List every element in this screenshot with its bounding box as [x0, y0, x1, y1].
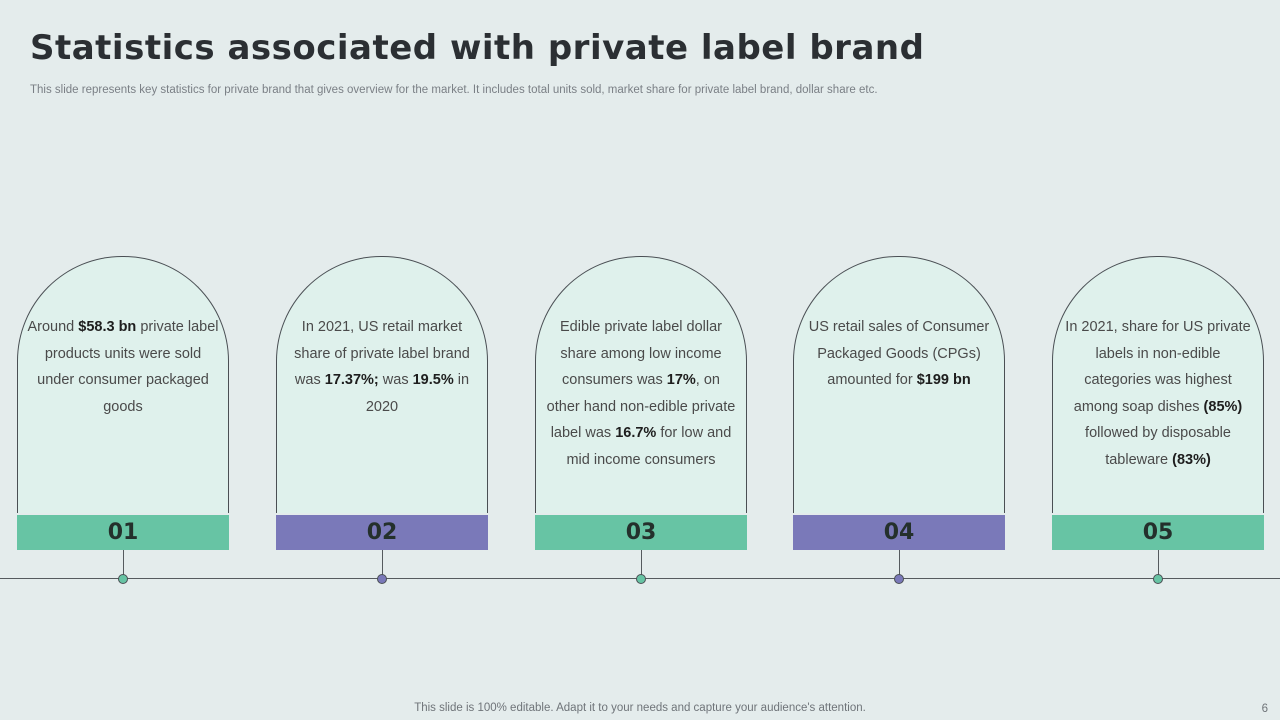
- timeline-dot: [377, 574, 387, 584]
- stat-highlight: 16.7%: [615, 425, 657, 441]
- stat-highlight: 17.37%;: [324, 372, 379, 388]
- step-number-04: 04: [793, 515, 1005, 550]
- stat-text: In 2021, US retail market share of priva…: [286, 314, 478, 420]
- arch-shape: [276, 256, 488, 513]
- arch-shape: [793, 256, 1005, 513]
- stat-text-fragment: US retail sales of Consumer Packaged Goo…: [808, 319, 990, 388]
- stat-card-02: In 2021, US retail market share of priva…: [276, 256, 488, 513]
- stat-text: Edible private label dollar share among …: [545, 314, 737, 473]
- stat-text-fragment: followed by disposable tableware: [1085, 425, 1231, 468]
- slide-footer: This slide is 100% editable. Adapt it to…: [414, 702, 866, 714]
- timeline-connector: [899, 550, 900, 576]
- stat-card-03: Edible private label dollar share among …: [535, 256, 747, 513]
- stat-highlight: 17%: [666, 372, 696, 388]
- timeline-connector: [382, 550, 383, 576]
- stat-card-05: In 2021, share for US private labels in …: [1052, 256, 1264, 513]
- timeline-connector: [641, 550, 642, 576]
- stat-highlight: 19.5%: [412, 372, 454, 388]
- timeline-dot: [118, 574, 128, 584]
- step-number-02: 02: [276, 515, 488, 550]
- arch-shape: [1052, 256, 1264, 513]
- stat-highlight: $58.3 bn: [78, 319, 137, 335]
- stat-text-fragment: in 2020: [365, 372, 470, 415]
- step-number-05: 05: [1052, 515, 1264, 550]
- stat-card-04: US retail sales of Consumer Packaged Goo…: [793, 256, 1005, 513]
- page-number: 6: [1261, 703, 1268, 715]
- stat-highlight: (83%): [1172, 451, 1211, 468]
- timeline-connector: [1158, 550, 1159, 576]
- stat-text: In 2021, share for US private labels in …: [1062, 314, 1254, 473]
- step-number-01: 01: [17, 515, 229, 550]
- stat-text-fragment: Around: [27, 319, 79, 335]
- stat-text-fragment: was: [378, 372, 413, 388]
- stat-highlight: $199 bn: [916, 372, 971, 388]
- slide-subtitle: This slide represents key statistics for…: [30, 84, 878, 96]
- timeline-dot: [636, 574, 646, 584]
- step-number-03: 03: [535, 515, 747, 550]
- stat-text: Around $58.3 bn private label products u…: [27, 314, 219, 420]
- timeline-dot: [894, 574, 904, 584]
- stat-card-01: Around $58.3 bn private label products u…: [17, 256, 229, 513]
- arch-shape: [17, 256, 229, 513]
- stat-text-fragment: for low and mid income consumers: [566, 425, 732, 468]
- stat-text-fragment: , on other hand non-edible private label…: [546, 372, 736, 441]
- timeline-dot: [1153, 574, 1163, 584]
- stat-text-fragment: Edible private label dollar share among …: [559, 319, 722, 388]
- stat-highlight: (85%): [1203, 398, 1243, 415]
- stat-text-fragment: In 2021, share for US private labels in …: [1065, 319, 1251, 415]
- stat-text: US retail sales of Consumer Packaged Goo…: [803, 314, 995, 394]
- slide-title: Statistics associated with private label…: [30, 28, 925, 68]
- arch-shape: [535, 256, 747, 513]
- stat-text-fragment: private label products units were sold u…: [37, 319, 219, 415]
- timeline-connector: [123, 550, 124, 576]
- stat-text-fragment: In 2021, US retail market share of priva…: [294, 319, 470, 388]
